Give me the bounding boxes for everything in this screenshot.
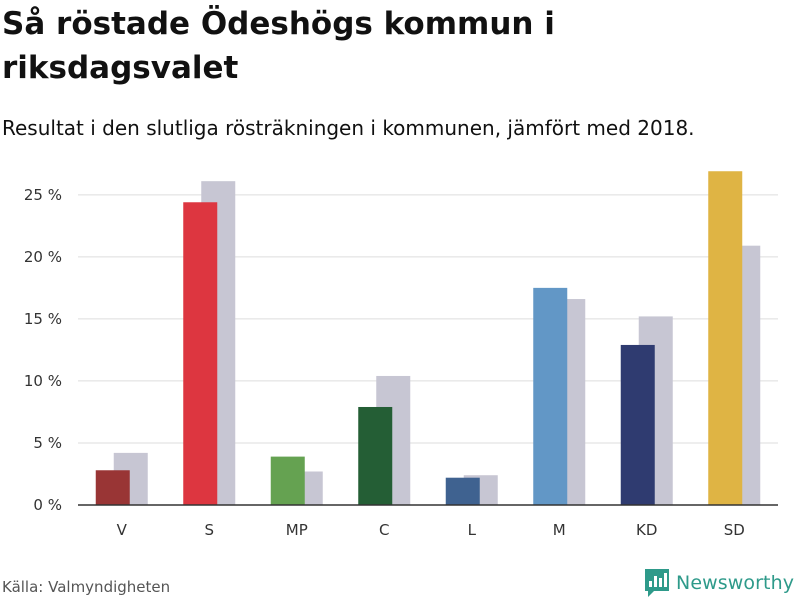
x-tick-label: KD (636, 521, 657, 539)
x-tick-label: MP (286, 521, 308, 539)
bar-2022 (445, 477, 480, 505)
bar-2022 (620, 344, 655, 505)
bar-chart: 0 % 5 % 10 % 15 % 20 % 25 % V S MP C L M KD SD (24, 171, 778, 539)
source-note: Källa: Valmyndigheten (2, 578, 171, 596)
y-tick-label: 15 % (24, 310, 62, 328)
x-tick-label: C (379, 521, 389, 539)
bar-2022 (533, 287, 568, 505)
y-tick-label: 25 % (24, 186, 62, 204)
y-tick-label: 5 % (33, 434, 62, 452)
x-tick-label: L (468, 521, 477, 539)
x-tick-label: SD (724, 521, 745, 539)
bar-2022 (358, 406, 393, 505)
y-tick-label: 0 % (33, 496, 62, 514)
bar-2022 (95, 470, 130, 505)
chart-subtitle: Resultat i den slutliga rösträkningen i … (2, 116, 695, 140)
newsworthy-logo-icon (645, 569, 669, 597)
y-tick-label: 20 % (24, 248, 62, 266)
x-tick-label: S (204, 521, 214, 539)
brand-name: Newsworthy (676, 572, 795, 594)
bar-2022 (708, 171, 743, 506)
chart-title: Så röstade Ödeshögs kommun i riksdagsval… (2, 6, 555, 86)
x-tick-label: V (117, 521, 128, 539)
x-tick-label: M (553, 521, 566, 539)
bar-2022 (270, 456, 305, 505)
y-tick-label: 10 % (24, 372, 62, 390)
bar-2022 (183, 202, 218, 505)
brand-logo: Newsworthy (644, 568, 794, 598)
